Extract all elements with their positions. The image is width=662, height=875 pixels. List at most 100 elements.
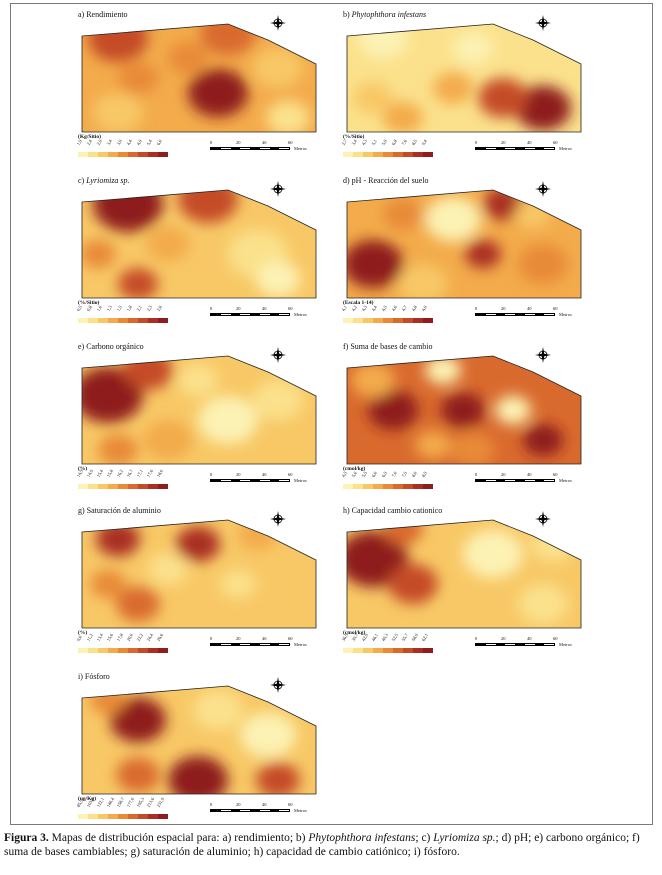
map-panel-a: a) Rendimiento (Kg/Sitio) 1,9 2,4 2,9 3,4 3,9 4… xyxy=(76,10,318,160)
scale-label: 40 xyxy=(527,472,532,477)
map-zone-4 xyxy=(518,244,568,284)
legend-swatch xyxy=(108,152,118,157)
legend-tick-label: 5,5 xyxy=(360,470,368,478)
figure-caption: Figura 3. Mapas de distribución espacial… xyxy=(4,831,659,859)
legend-swatch xyxy=(353,484,363,489)
panel-title-prefix: i) xyxy=(78,672,85,681)
scale-bar: 0 20 40 60 Metros xyxy=(210,140,310,158)
legend-swatch xyxy=(138,814,148,819)
map-zone-0 xyxy=(82,367,143,423)
scale-bar: 0 20 40 60 Metros xyxy=(475,140,575,158)
legend-swatch xyxy=(78,814,88,819)
panel-title: i) Fósforo xyxy=(78,672,110,681)
legend-swatch xyxy=(138,318,148,323)
scale-bar-segments xyxy=(210,809,290,812)
legend-tick-label: 4,6 xyxy=(390,304,398,312)
field-outline xyxy=(346,519,582,629)
map-panel-i: i) Fósforo (ug/Kg) 85,5 103,8 122,1 140,4 158,… xyxy=(76,672,318,822)
north-arrow-icon xyxy=(270,347,286,363)
legend-tick-label: 4,9 xyxy=(135,138,143,146)
legend-swatch xyxy=(98,152,108,157)
caption-label: Figura 3. xyxy=(4,832,49,844)
color-legend xyxy=(343,152,433,157)
panel-title: b) Phytophthora infestans xyxy=(343,10,426,19)
map-panel-h: h) Capacidad cambio cationico (cmol/kg) 36… xyxy=(341,506,583,656)
map-zone-5 xyxy=(146,226,190,262)
map-zone-0 xyxy=(358,24,408,58)
legend-tick-label: 13,4 xyxy=(95,632,104,642)
legend-swatch xyxy=(128,648,138,653)
legend-tick-label: 2,1 xyxy=(135,304,143,312)
panel-title-text: Fósforo xyxy=(84,672,110,681)
map-zone-6 xyxy=(383,520,423,545)
scale-bar-segments xyxy=(210,313,290,316)
map-zone-3 xyxy=(433,72,473,104)
map-zone-3 xyxy=(220,569,256,599)
legend-swatch xyxy=(128,814,138,819)
legend-swatch xyxy=(353,318,363,323)
scale-label: 40 xyxy=(262,472,267,477)
legend-tick-label: 4,4 xyxy=(370,304,378,312)
map-zone-4 xyxy=(441,596,485,628)
field-outline xyxy=(346,355,582,465)
map-zone-5 xyxy=(256,762,300,794)
scale-bar-segments xyxy=(475,147,555,150)
scale-label: 60 xyxy=(288,140,293,145)
legend-tick-label: 5,9 xyxy=(380,138,388,146)
legend-swatch xyxy=(423,318,433,323)
legend-swatch xyxy=(363,318,373,323)
legend-swatch xyxy=(148,814,158,819)
map-zone-2 xyxy=(463,530,523,578)
distribution-map xyxy=(346,23,582,133)
legend-swatch xyxy=(363,152,373,157)
map-zone-1 xyxy=(200,24,256,56)
map-zone-5 xyxy=(531,526,575,562)
legend-swatch xyxy=(393,318,403,323)
legend-swatch xyxy=(148,152,158,157)
legend-swatch xyxy=(88,814,98,819)
map-zone-0 xyxy=(347,531,408,587)
legend-tick-label: 16,2 xyxy=(115,468,124,478)
scale-label: 20 xyxy=(236,802,241,807)
scale-label: 20 xyxy=(236,636,241,641)
map-zone-0 xyxy=(110,697,166,743)
map-zone-5 xyxy=(98,434,138,464)
caption-text-0: Mapas de distribución espacial para: a) … xyxy=(48,832,309,844)
caption-text-1: Phytophthora infestans xyxy=(308,832,416,844)
legend-tick-label: 15,8 xyxy=(105,468,114,478)
map-zone-1 xyxy=(425,196,481,242)
scale-label: 20 xyxy=(236,472,241,477)
legend-tick-label: 122,1 xyxy=(95,796,106,808)
map-panel-e: e) Carbono orgánico (%) 14,5 14,9 15,4 15,8 16… xyxy=(76,342,318,492)
map-zone-3 xyxy=(518,584,568,624)
map-zone-2 xyxy=(148,553,188,585)
scale-label: 0 xyxy=(210,802,213,807)
legend-swatch xyxy=(373,152,383,157)
legend-unit: (%/Sitio) xyxy=(343,134,365,140)
legend-tick-label: 17,1 xyxy=(135,468,144,478)
legend-swatch xyxy=(108,648,118,653)
legend-tick-label: 26,6 xyxy=(155,632,164,642)
legend-tick-label: 4,2 xyxy=(350,304,358,312)
legend-swatch xyxy=(98,318,108,323)
scale-bar: 0 20 40 60 Metros xyxy=(210,306,310,324)
field-outline xyxy=(81,355,317,465)
scale-label: 60 xyxy=(288,472,293,477)
map-zone-1 xyxy=(178,190,238,223)
map-zone-2 xyxy=(198,396,258,444)
scale-label: 60 xyxy=(553,472,558,477)
legend-swatch xyxy=(118,152,128,157)
scale-label: 0 xyxy=(475,636,478,641)
legend-swatch xyxy=(423,648,433,653)
panel-title-text: Capacidad cambio cationico xyxy=(351,506,443,515)
map-zone-5 xyxy=(116,586,160,622)
legend-swatch xyxy=(148,318,158,323)
map-zone-1 xyxy=(176,526,220,562)
legend-tick-label: 58,9 xyxy=(410,632,419,642)
legend-tick-label: 6,0 xyxy=(370,470,378,478)
distribution-map xyxy=(81,685,317,795)
map-panel-f: f) Suma de bases de cambio (cmol/kg) 4,5 5,… xyxy=(341,342,583,492)
legend-swatch xyxy=(353,648,363,653)
scale-label: 0 xyxy=(475,472,478,477)
panel-title-prefix: d) xyxy=(343,176,352,185)
